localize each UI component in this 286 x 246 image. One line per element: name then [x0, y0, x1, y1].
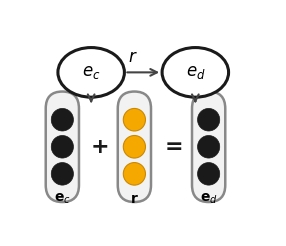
Circle shape: [198, 163, 220, 185]
Ellipse shape: [58, 47, 124, 97]
Circle shape: [198, 136, 220, 158]
Ellipse shape: [162, 47, 229, 97]
Circle shape: [51, 136, 74, 158]
Text: $\mathbf{e}_c$: $\mathbf{e}_c$: [54, 191, 71, 206]
Circle shape: [123, 163, 146, 185]
Text: +: +: [91, 137, 109, 157]
FancyBboxPatch shape: [46, 92, 79, 202]
Text: $\mathit{r}$: $\mathit{r}$: [128, 47, 138, 66]
Circle shape: [198, 108, 220, 131]
Circle shape: [51, 163, 74, 185]
Text: $\mathbf{r}$: $\mathbf{r}$: [130, 192, 139, 206]
Text: $\mathit{e_c}$: $\mathit{e_c}$: [82, 63, 100, 81]
FancyBboxPatch shape: [118, 92, 151, 202]
Circle shape: [123, 136, 146, 158]
Circle shape: [51, 108, 74, 131]
Text: $\mathit{e_d}$: $\mathit{e_d}$: [186, 63, 205, 81]
Circle shape: [123, 108, 146, 131]
Text: =: =: [165, 137, 184, 157]
Text: $\mathbf{e}_d$: $\mathbf{e}_d$: [200, 191, 218, 206]
FancyBboxPatch shape: [192, 92, 225, 202]
